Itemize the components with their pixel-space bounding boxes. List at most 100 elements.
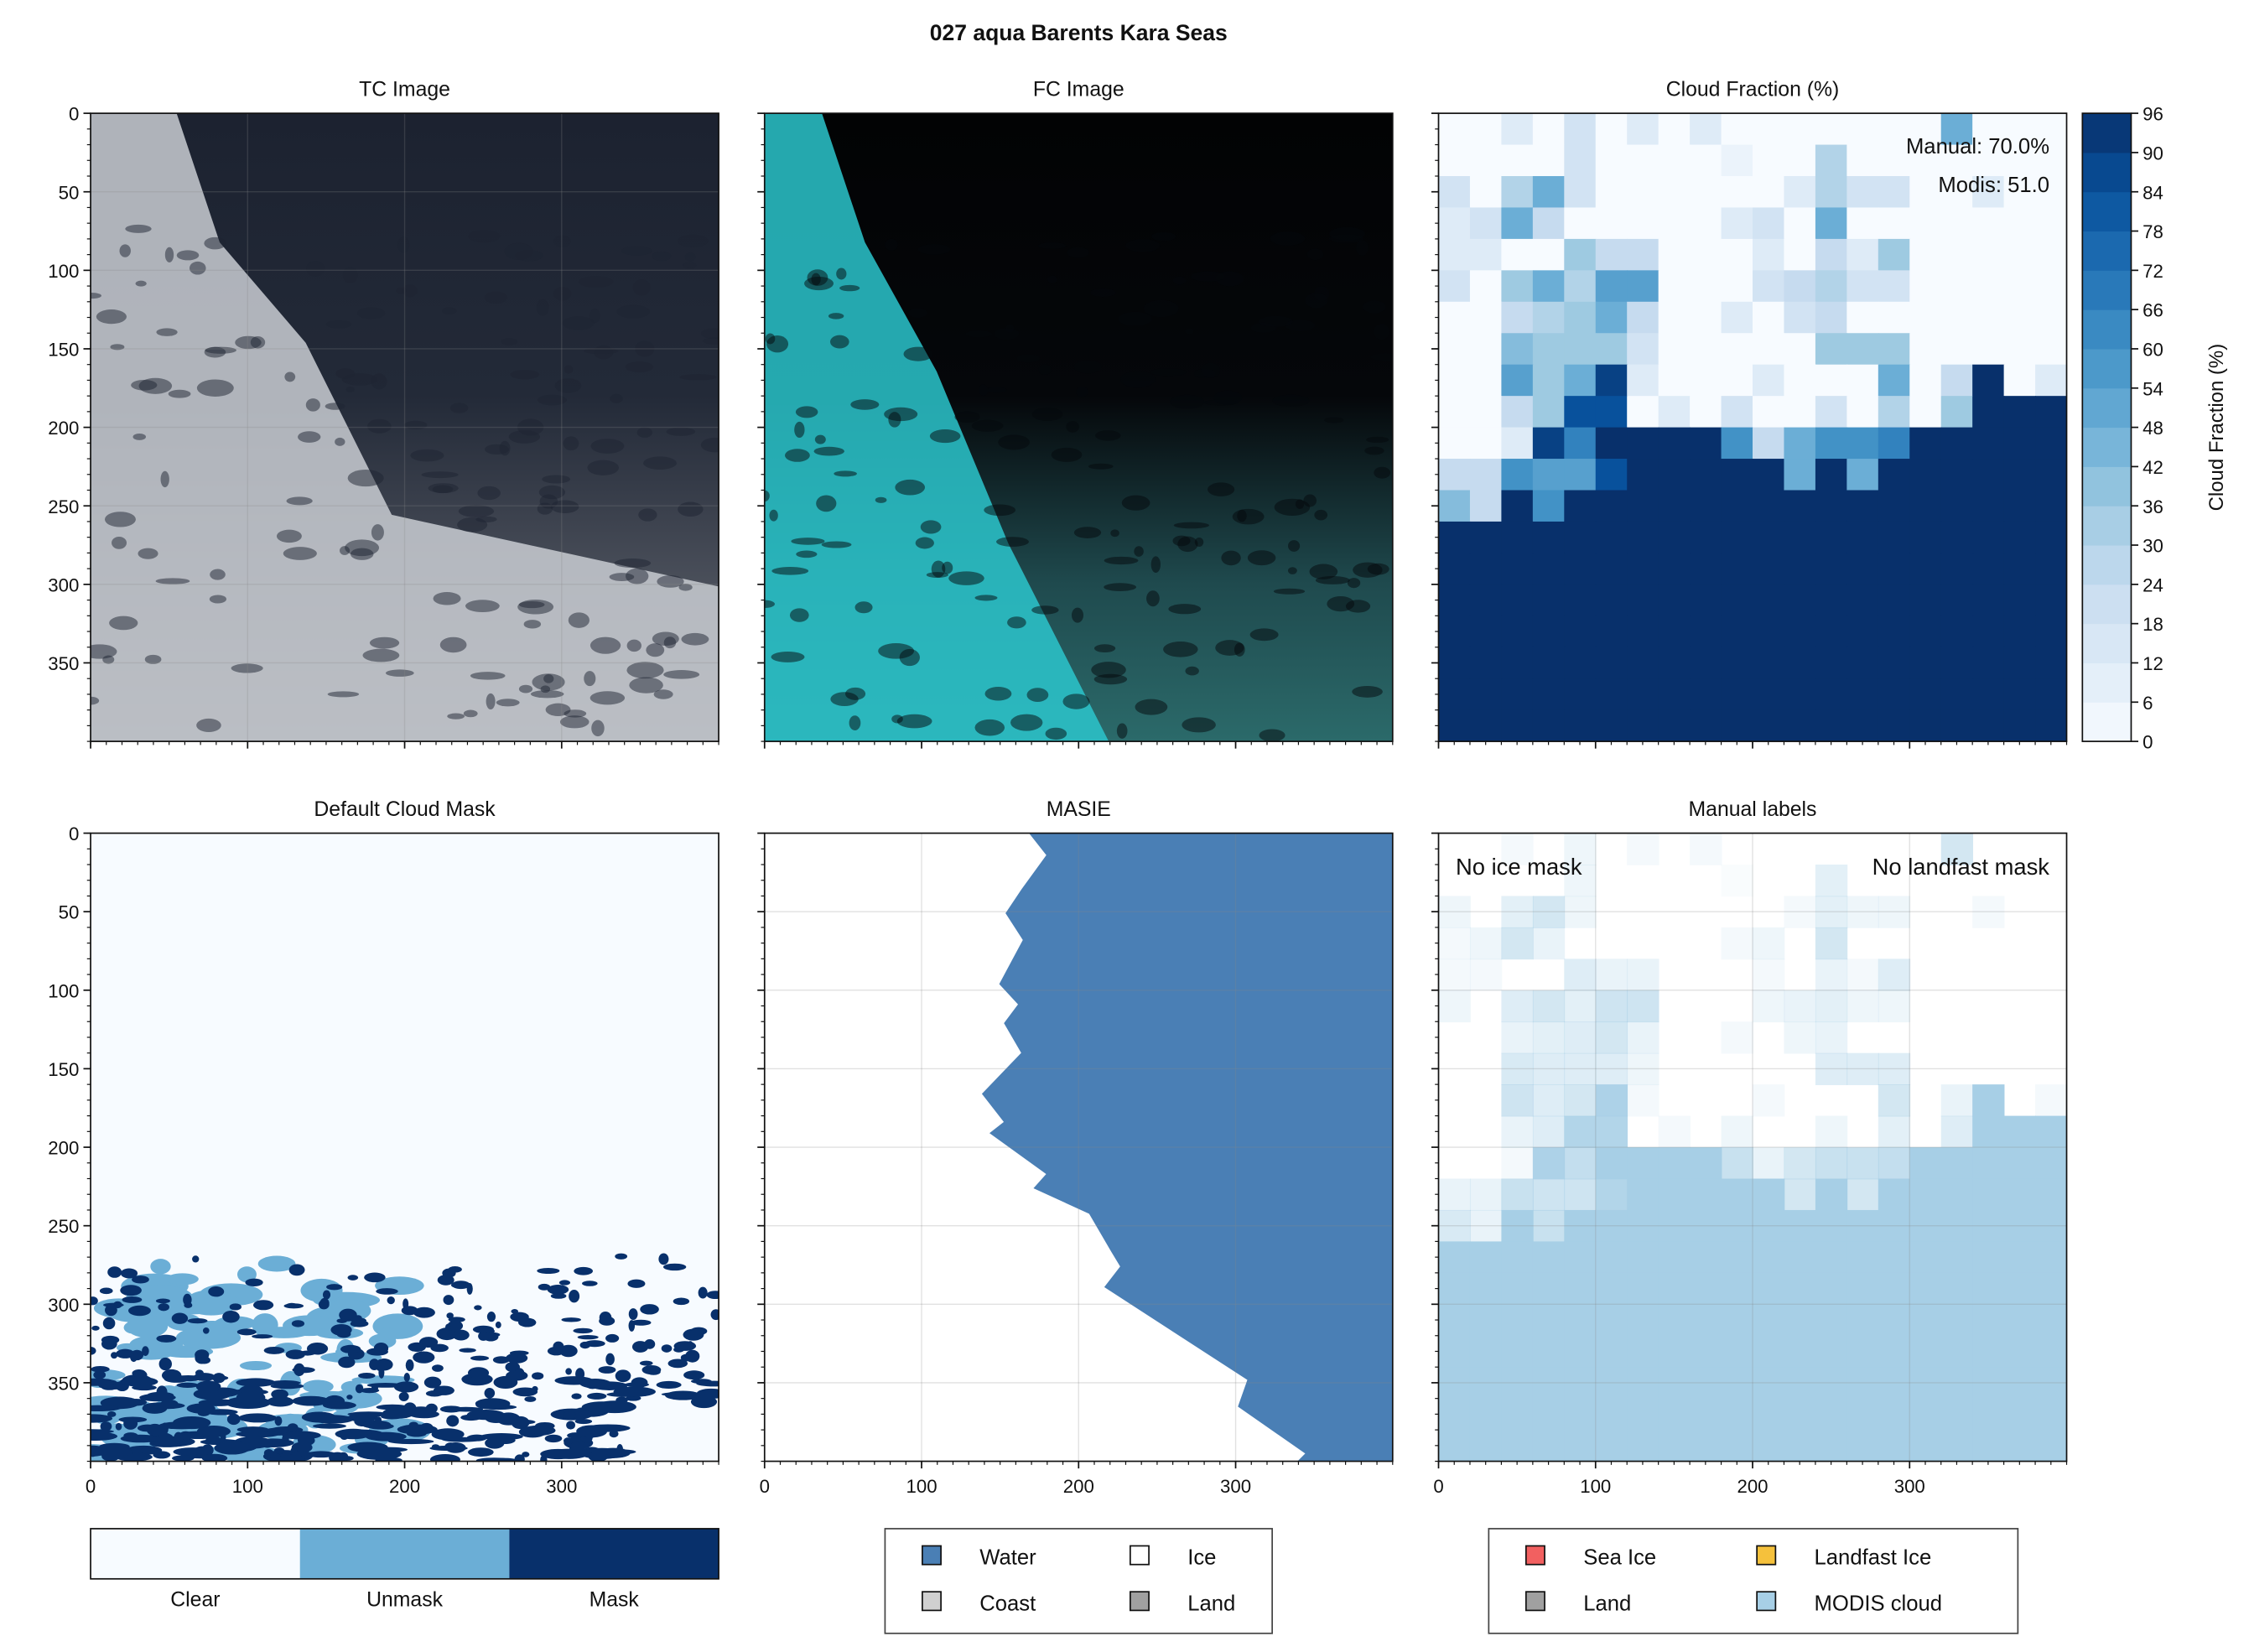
label-cell — [2035, 1367, 2067, 1400]
label-cell — [1940, 1209, 1974, 1243]
label-cell — [1595, 1335, 1628, 1369]
heatmap-cell — [1909, 113, 1942, 146]
heatmap-cell — [1940, 584, 1974, 617]
cloud-texture — [345, 539, 380, 557]
cloud-texture — [920, 520, 942, 534]
mask-blob — [474, 1305, 482, 1311]
colorbar-tick-label: 36 — [2143, 496, 2163, 517]
label-cell — [1878, 1021, 1910, 1053]
heatmap-cell — [1658, 175, 1691, 209]
legend-swatch — [1756, 1545, 1777, 1566]
heatmap-cell — [1940, 709, 1974, 742]
heatmap-cell — [1846, 364, 1879, 397]
mask-blob — [118, 1416, 148, 1423]
heatmap-cell — [1501, 647, 1534, 680]
mask-blob — [532, 1372, 544, 1380]
mask-blob — [120, 1376, 158, 1387]
mask-blob — [470, 1355, 490, 1361]
heatmap-cell — [2003, 364, 2036, 397]
label-cell — [1627, 1398, 1659, 1431]
label-cell — [1470, 1084, 1502, 1116]
label-cell — [1627, 990, 1659, 1023]
heatmap-cell — [1784, 238, 1816, 272]
cloud-texture — [357, 307, 386, 319]
label-cell — [2003, 1430, 2036, 1462]
heatmap-cell — [1627, 175, 1659, 209]
mask-blob — [346, 1395, 353, 1400]
label-cell — [1627, 927, 1659, 959]
heatmap-cell — [2035, 709, 2067, 742]
heatmap-cell — [1564, 144, 1597, 177]
heatmap-cell — [1469, 521, 1503, 554]
label-cell — [1439, 1147, 1471, 1179]
mask-blob — [639, 1360, 653, 1366]
mask-blob — [495, 1321, 501, 1328]
cloud-texture — [834, 470, 857, 477]
colorbar-tick-label: 96 — [2143, 104, 2163, 125]
cloud-texture — [501, 338, 517, 345]
label-cell — [1627, 1367, 1659, 1400]
mask-blob — [373, 1342, 389, 1355]
heatmap-cell — [1909, 678, 1942, 711]
heatmap-cell — [1721, 270, 1753, 303]
heatmap-cell — [2035, 175, 2067, 209]
cloud-texture — [828, 313, 844, 319]
cloud-texture — [335, 368, 356, 379]
cloud-texture — [1185, 666, 1199, 676]
label-cell — [1627, 1209, 1659, 1243]
cloud-texture — [1121, 495, 1150, 511]
label-cell — [1753, 1367, 1785, 1400]
heatmap-cell — [1846, 584, 1879, 617]
label-cell — [1658, 1241, 1691, 1274]
label-cell — [1753, 865, 1784, 896]
label-cell — [1784, 1367, 1816, 1400]
label-cell — [1721, 1398, 1753, 1431]
heatmap-cell — [1564, 364, 1597, 397]
mask-blob — [397, 1424, 438, 1435]
heatmap-cell — [1721, 647, 1753, 680]
label-cell — [1846, 1304, 1879, 1337]
label-cell — [1438, 1335, 1471, 1369]
mask-blob — [238, 1413, 278, 1423]
heatmap-cell — [1690, 678, 1722, 711]
heatmap-cell — [2003, 270, 2036, 303]
cloud-texture — [626, 662, 664, 679]
heatmap-cell — [1940, 490, 1974, 522]
label-cell — [1564, 958, 1597, 991]
cloud-texture — [616, 304, 650, 319]
mask-blob — [413, 1307, 435, 1318]
cloud-texture — [1270, 231, 1306, 246]
label-cell — [1690, 927, 1722, 959]
legend-box — [884, 1528, 1273, 1634]
cloud-texture — [796, 550, 818, 558]
mask-blob — [360, 1442, 379, 1451]
heatmap-cell — [1690, 709, 1722, 742]
heatmap-cell — [1846, 144, 1879, 177]
mask-blob — [91, 1325, 100, 1331]
heatmap-cell — [2035, 553, 2067, 585]
label-cell — [1972, 958, 2004, 990]
mask-blob — [132, 1369, 147, 1378]
cloud-texture — [542, 475, 571, 484]
heatmap-cell — [1846, 678, 1879, 711]
mask-blob — [350, 1320, 369, 1327]
label-cell — [1564, 1115, 1597, 1148]
label-cell — [1690, 1272, 1722, 1306]
cloud-texture — [342, 267, 358, 283]
heatmap-cell — [1940, 521, 1974, 554]
heatmap-cell — [1878, 301, 1911, 335]
mask-blob — [582, 1281, 598, 1286]
heatmap-cell — [1532, 207, 1566, 240]
label-cell — [1690, 958, 1722, 990]
heatmap-cell — [1721, 427, 1753, 460]
unmask-blob — [150, 1259, 171, 1275]
cloud-texture — [545, 703, 571, 716]
cloud-texture — [484, 291, 507, 304]
label-cell — [1532, 1209, 1566, 1243]
mask-blob — [236, 1426, 269, 1433]
mask-blob — [459, 1348, 476, 1353]
cloud-texture — [974, 595, 998, 601]
heatmap-cell — [1940, 207, 1974, 240]
heatmap-cell — [1846, 301, 1879, 335]
mask-blob — [656, 1380, 682, 1389]
